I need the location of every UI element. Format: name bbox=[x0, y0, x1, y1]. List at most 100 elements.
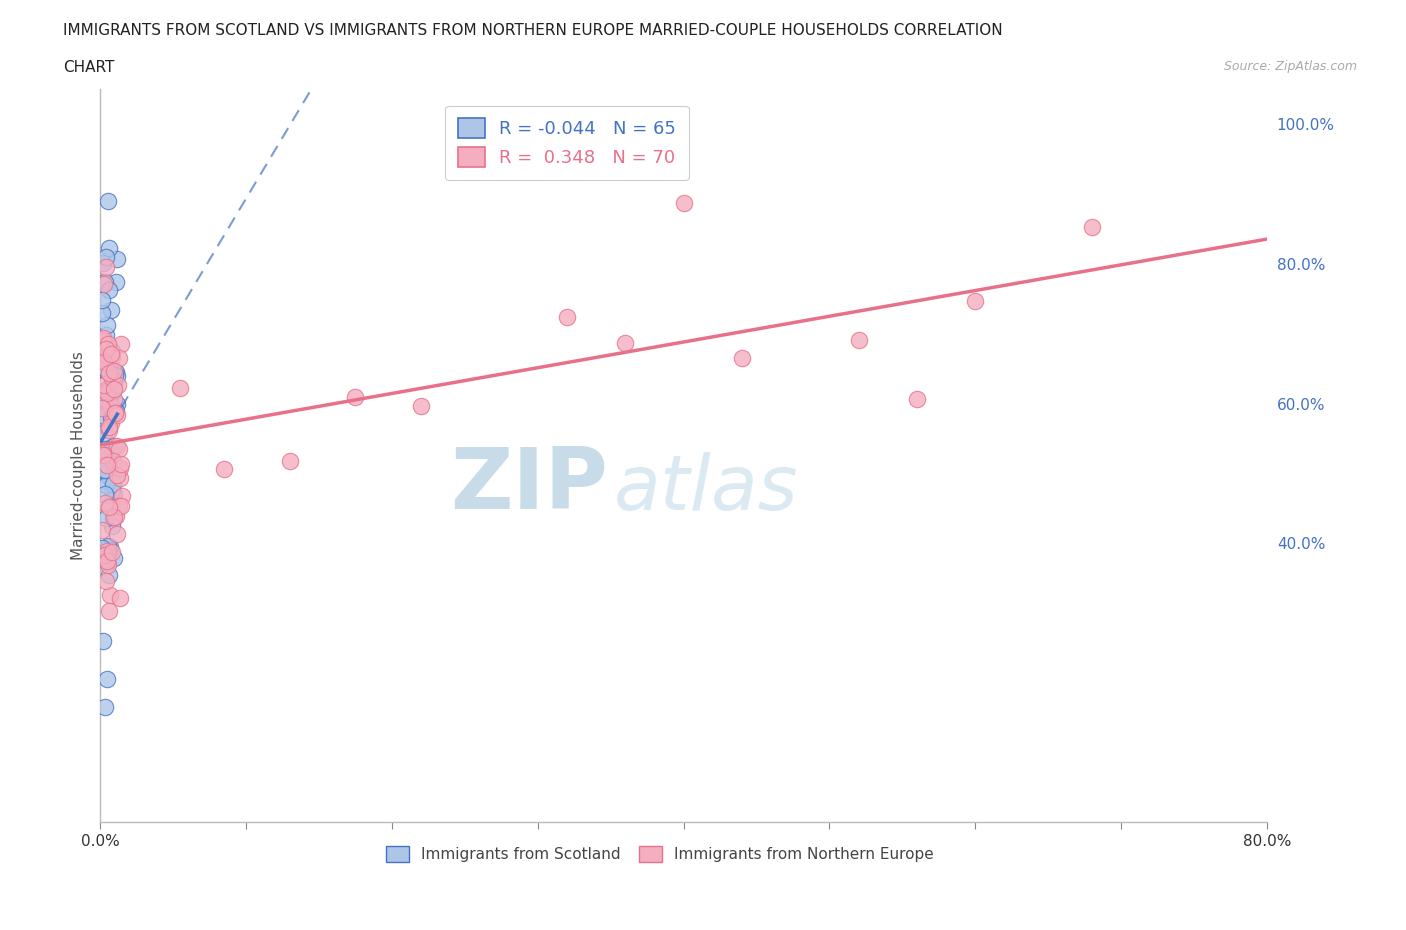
Point bbox=[98, 498, 121, 512]
Point bbox=[905, 392, 928, 406]
Point bbox=[96, 538, 118, 553]
Point bbox=[98, 567, 121, 582]
Point bbox=[93, 343, 115, 358]
Point bbox=[110, 337, 132, 352]
Point bbox=[98, 604, 121, 618]
Point bbox=[103, 439, 125, 454]
Point bbox=[1081, 219, 1104, 234]
Point bbox=[101, 370, 124, 385]
Point bbox=[104, 406, 127, 421]
Point bbox=[94, 342, 117, 357]
Point bbox=[94, 511, 117, 525]
Point bbox=[98, 543, 121, 558]
Point bbox=[93, 458, 115, 472]
Point bbox=[97, 555, 120, 570]
Point bbox=[105, 468, 128, 483]
Point bbox=[94, 442, 117, 457]
Point bbox=[110, 457, 132, 472]
Point bbox=[98, 587, 121, 602]
Text: atlas: atlas bbox=[613, 452, 799, 525]
Point bbox=[278, 453, 301, 468]
Point bbox=[97, 499, 120, 514]
Text: CHART: CHART bbox=[63, 60, 115, 75]
Point bbox=[104, 367, 127, 382]
Point bbox=[100, 410, 122, 425]
Point bbox=[100, 347, 122, 362]
Point bbox=[97, 545, 120, 560]
Point bbox=[94, 700, 117, 715]
Point bbox=[93, 408, 115, 423]
Point bbox=[96, 381, 118, 396]
Point bbox=[96, 553, 118, 568]
Point bbox=[91, 447, 114, 462]
Point bbox=[103, 511, 125, 525]
Point bbox=[94, 462, 117, 477]
Point bbox=[90, 523, 112, 538]
Point bbox=[91, 332, 114, 347]
Text: IMMIGRANTS FROM SCOTLAND VS IMMIGRANTS FROM NORTHERN EUROPE MARRIED-COUPLE HOUSE: IMMIGRANTS FROM SCOTLAND VS IMMIGRANTS F… bbox=[63, 23, 1002, 38]
Point bbox=[103, 486, 125, 501]
Point bbox=[96, 574, 118, 589]
Point bbox=[94, 548, 117, 563]
Point bbox=[100, 346, 122, 361]
Point bbox=[672, 195, 695, 210]
Point bbox=[101, 519, 124, 534]
Point bbox=[98, 390, 121, 405]
Point bbox=[848, 333, 870, 348]
Point bbox=[100, 416, 122, 431]
Point bbox=[409, 399, 432, 414]
Point bbox=[97, 558, 120, 573]
Point bbox=[90, 293, 112, 308]
Point bbox=[97, 283, 120, 298]
Point bbox=[97, 422, 120, 437]
Point bbox=[110, 460, 132, 475]
Point bbox=[91, 255, 114, 270]
Point bbox=[97, 240, 120, 255]
Point bbox=[103, 510, 125, 525]
Point bbox=[91, 352, 114, 367]
Point bbox=[101, 350, 124, 365]
Point bbox=[103, 383, 125, 398]
Point bbox=[90, 541, 112, 556]
Point bbox=[101, 544, 124, 559]
Point bbox=[103, 364, 125, 379]
Point bbox=[108, 442, 131, 457]
Point bbox=[91, 305, 114, 320]
Point bbox=[94, 259, 117, 274]
Point bbox=[731, 351, 754, 365]
Point bbox=[94, 348, 117, 363]
Point bbox=[103, 392, 125, 406]
Point bbox=[111, 488, 134, 503]
Point bbox=[105, 396, 128, 411]
Point bbox=[98, 539, 121, 554]
Point bbox=[91, 361, 114, 376]
Text: ZIP: ZIP bbox=[450, 444, 607, 526]
Point bbox=[614, 336, 637, 351]
Point bbox=[96, 385, 118, 400]
Point bbox=[344, 390, 367, 405]
Point bbox=[97, 337, 120, 352]
Text: Source: ZipAtlas.com: Source: ZipAtlas.com bbox=[1223, 60, 1357, 73]
Point bbox=[94, 487, 117, 502]
Point bbox=[93, 343, 115, 358]
Point bbox=[103, 381, 125, 396]
Point bbox=[212, 462, 235, 477]
Point bbox=[103, 551, 125, 565]
Point bbox=[110, 591, 132, 605]
Point bbox=[96, 327, 118, 342]
Point bbox=[96, 543, 118, 558]
Point bbox=[93, 377, 115, 392]
Point bbox=[103, 376, 125, 391]
Point bbox=[96, 318, 118, 333]
Point bbox=[96, 364, 118, 379]
Point bbox=[101, 484, 124, 498]
Point bbox=[98, 445, 121, 459]
Y-axis label: Married-couple Households: Married-couple Households bbox=[72, 352, 86, 561]
Point bbox=[101, 453, 124, 468]
Point bbox=[97, 193, 120, 208]
Point bbox=[93, 447, 115, 462]
Point bbox=[96, 383, 118, 398]
Point bbox=[93, 277, 115, 292]
Point bbox=[94, 547, 117, 562]
Point bbox=[107, 378, 129, 392]
